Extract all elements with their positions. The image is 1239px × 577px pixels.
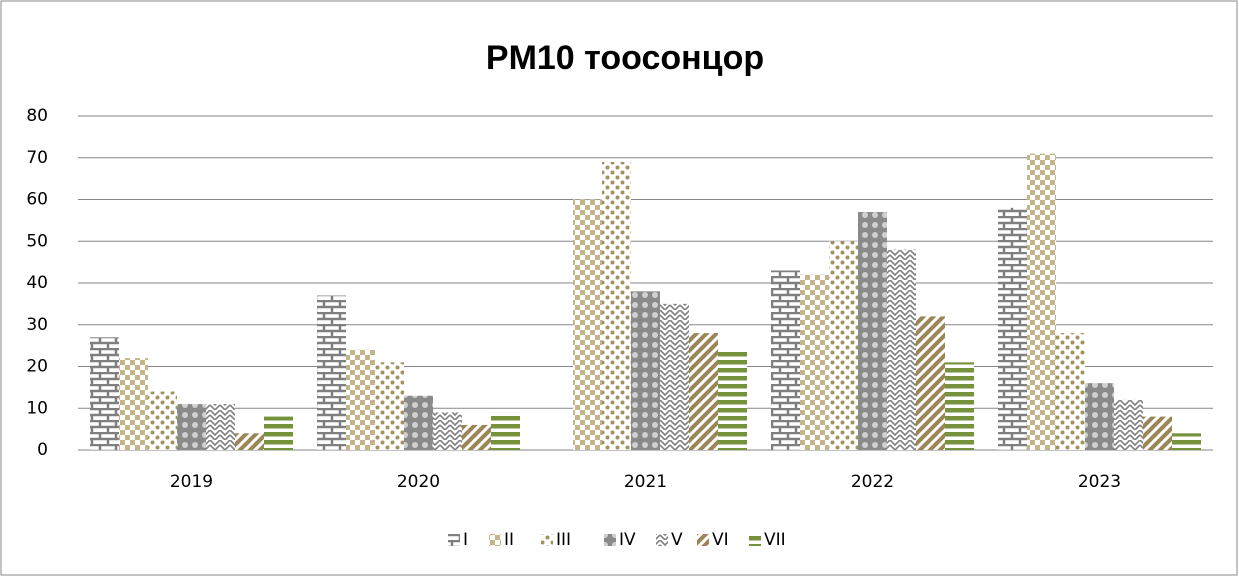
bar	[119, 358, 148, 450]
chart-title: PM10 тоосонцор	[486, 39, 764, 77]
legend-label: VI	[712, 530, 729, 550]
legend-swatch	[749, 534, 761, 546]
bar	[346, 349, 375, 450]
bar	[573, 199, 602, 450]
y-tick-label: 20	[26, 357, 48, 377]
bar	[689, 333, 718, 450]
x-tick-label: 2023	[1078, 472, 1121, 492]
legend-label: VII	[764, 530, 786, 550]
bar	[660, 303, 689, 450]
bar	[800, 274, 829, 450]
legend-swatch	[448, 534, 460, 546]
bar	[887, 249, 916, 450]
y-tick-label: 70	[26, 148, 48, 168]
bar	[177, 404, 206, 450]
bar	[1085, 383, 1114, 450]
bar	[602, 161, 631, 451]
legend-swatch	[604, 534, 616, 546]
bar	[829, 241, 858, 450]
y-tick-label: 80	[26, 106, 48, 126]
bar	[998, 207, 1027, 450]
bar	[945, 362, 974, 450]
x-tick-label: 2019	[170, 472, 213, 492]
bar	[404, 395, 433, 450]
legend-label: III	[556, 530, 571, 550]
legend-label: IV	[619, 530, 636, 550]
bar	[317, 295, 346, 450]
bar	[1027, 153, 1056, 450]
x-tick-label: 2021	[624, 472, 667, 492]
y-tick-label: 0	[37, 440, 48, 460]
legend-swatch	[489, 534, 501, 546]
bar	[771, 270, 800, 450]
y-tick-label: 40	[26, 273, 48, 293]
y-tick-label: 10	[26, 398, 48, 418]
x-tick-label: 2022	[851, 472, 894, 492]
bar	[1143, 416, 1172, 450]
bar	[264, 416, 293, 450]
bar	[718, 349, 747, 450]
bar	[916, 316, 945, 450]
bar	[433, 412, 462, 450]
bar	[235, 433, 264, 450]
y-tick-label: 60	[26, 190, 48, 210]
y-tick-label: 50	[26, 231, 48, 251]
bar	[491, 412, 520, 450]
legend-label: I	[463, 530, 468, 550]
legend-label: V	[671, 530, 683, 550]
legend-swatch	[656, 534, 668, 546]
bar	[1114, 399, 1143, 450]
legend-swatch	[541, 534, 553, 546]
bar	[462, 424, 491, 450]
x-tick-label: 2020	[397, 472, 440, 492]
legend-label: II	[504, 530, 514, 550]
bar	[90, 337, 119, 450]
legend-swatch	[697, 534, 709, 546]
y-tick-label: 30	[26, 315, 48, 335]
bar	[858, 212, 887, 450]
bar	[1172, 433, 1201, 450]
bar	[148, 391, 177, 450]
bar	[206, 404, 235, 450]
bar	[631, 291, 660, 450]
bar	[1056, 333, 1085, 450]
bar	[375, 362, 404, 450]
